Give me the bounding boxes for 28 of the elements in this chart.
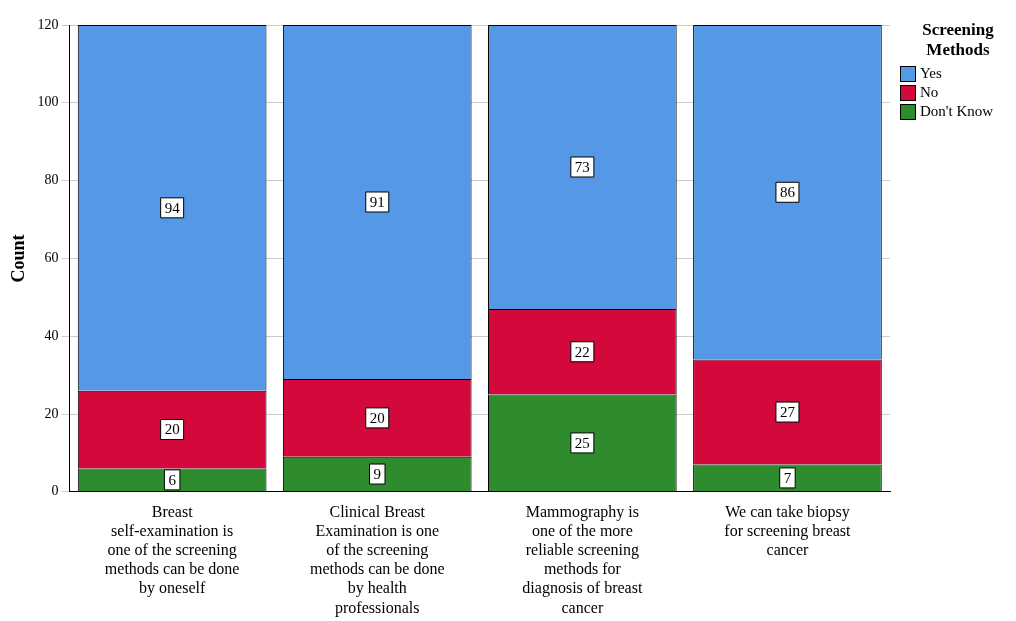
x-tick-label: Breast self-examination is one of the screening methods can be done by oneself	[104, 502, 240, 598]
data-label: 20	[164, 421, 180, 438]
legend-label: Don't Know	[920, 102, 994, 121]
data-label: 27	[779, 403, 796, 420]
data-label: 73	[574, 158, 590, 175]
y-tick-label: 120	[37, 16, 59, 32]
x-tick-label: Mammography is one of the more reliable screening methods for diagnosis of breast cancer	[522, 502, 643, 616]
y-tick-label: 20	[44, 405, 59, 421]
data-label: 91	[369, 193, 385, 210]
x-tick-label: We can take biopsy for screening breast cancer	[724, 502, 852, 558]
y-tick-label: 0	[51, 483, 59, 499]
data-label: 22	[574, 343, 590, 360]
data-label: 9	[373, 465, 381, 482]
x-tick-label: Clinical Breast Examination is one of the screening methods can be done by health professionals	[309, 502, 445, 617]
y-tick-label: 80	[44, 172, 59, 188]
y-tick-label: 60	[44, 250, 59, 266]
data-label: 25	[574, 434, 590, 451]
data-label: 7	[783, 469, 792, 486]
data-label: 20	[369, 409, 385, 426]
legend-title: Screening Methods	[921, 20, 995, 60]
y-tick-label: 100	[37, 94, 59, 110]
data-label: 86	[779, 184, 796, 201]
y-tick-label: 40	[44, 327, 59, 343]
text: Yes	[920, 64, 942, 83]
data-label: 6	[168, 471, 177, 488]
data-label: 94	[164, 199, 181, 216]
y-axis-title: Count	[8, 234, 29, 283]
legend-label: No	[920, 83, 939, 102]
